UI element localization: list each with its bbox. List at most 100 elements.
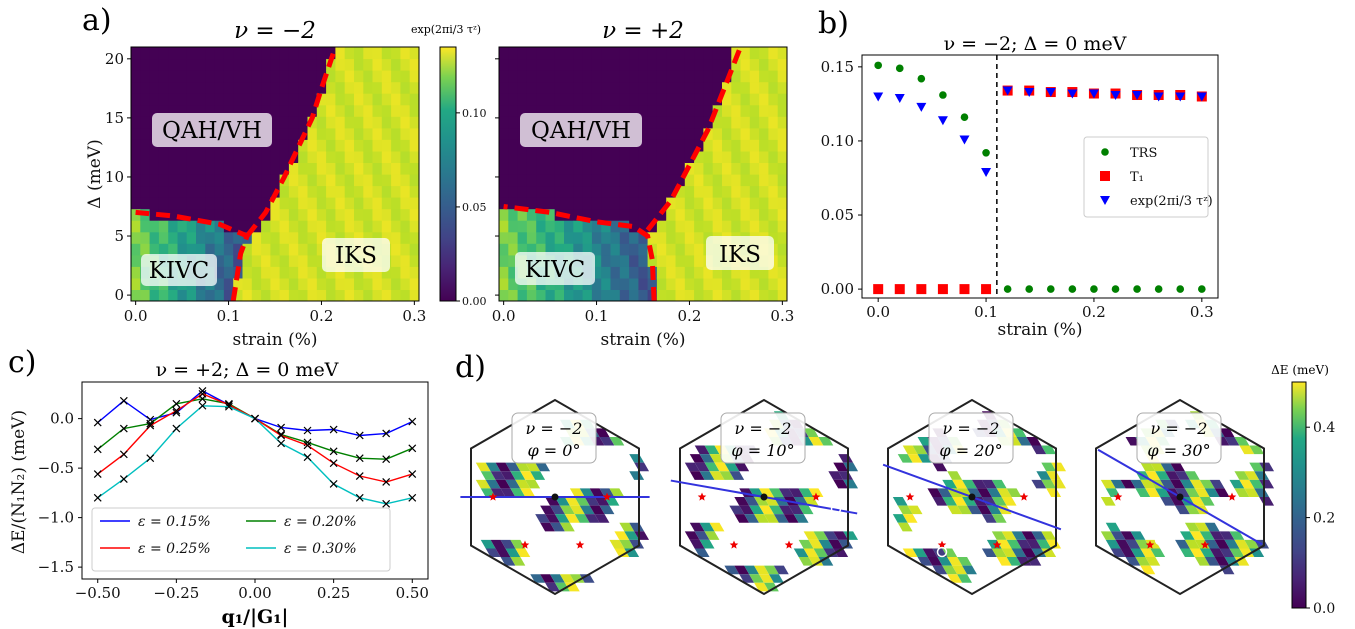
heatmap-cell (307, 58, 318, 71)
heatmap-cell (582, 70, 593, 83)
b-point (1068, 285, 1077, 293)
d-cell (599, 436, 615, 446)
d-cell (1041, 445, 1057, 455)
d-cell (1234, 436, 1250, 446)
c-point (93, 418, 102, 427)
heatmap-cell (582, 58, 593, 71)
heatmap-cell (326, 150, 336, 163)
d-cell (634, 462, 650, 472)
d-cell (624, 531, 640, 540)
heatmap-cell (214, 266, 225, 279)
d-cell (897, 505, 913, 515)
heatmap-cell (749, 116, 760, 129)
heatmap-cell (601, 150, 612, 163)
heatmap-cell (768, 127, 779, 140)
heatmap-cell (610, 254, 621, 267)
a-right-qah-label: QAH/VH (531, 118, 631, 144)
heatmap-cell (363, 47, 374, 60)
d-cell (1046, 488, 1062, 497)
heatmap-cell (316, 104, 327, 117)
d-cell (1204, 488, 1220, 497)
heatmap-cell (610, 231, 621, 244)
d-cell (764, 514, 779, 523)
heatmap-cell (740, 116, 751, 129)
d-cell (1145, 471, 1161, 480)
heatmap-cell (344, 47, 355, 60)
heatmap-cell (601, 58, 612, 71)
heatmap-cell (749, 174, 760, 187)
heatmap-cell (233, 231, 244, 244)
a-right-iks-box (706, 236, 774, 270)
heatmap-cell (731, 208, 742, 221)
d-annotation-nu: ν = −2 (943, 419, 1000, 438)
heatmap-cell (694, 93, 704, 106)
d-cell (942, 479, 958, 489)
heatmap-cell (196, 70, 206, 83)
heatmap-cell (186, 47, 197, 60)
d-cell (1031, 479, 1047, 489)
b-point (894, 284, 905, 295)
d-cell (808, 557, 824, 566)
heatmap-cell (591, 185, 602, 198)
heatmap-cell (712, 197, 723, 210)
heatmap-cell (196, 231, 206, 244)
heatmap-cell (722, 139, 732, 152)
heatmap-cell (131, 231, 141, 244)
d-cell (530, 574, 546, 583)
a-right-frame (498, 46, 788, 302)
d-hexagon-border (470, 398, 640, 596)
heatmap-cell (666, 139, 677, 152)
heatmap-cell (508, 150, 519, 163)
heatmap-cell (223, 243, 234, 256)
heatmap-cell (251, 254, 262, 267)
heatmap-cell (196, 81, 206, 94)
heatmap-cell (675, 277, 686, 290)
heatmap-cell (223, 185, 234, 198)
d-cell (1110, 531, 1126, 540)
heatmap-cell (499, 208, 509, 221)
heatmap-cell (684, 58, 695, 71)
heatmap-cell (601, 81, 612, 94)
heatmap-cell (694, 47, 704, 60)
heatmap-cell (131, 277, 141, 290)
heatmap-cell (335, 197, 346, 210)
c-point (408, 417, 417, 426)
heatmap-cell (582, 81, 593, 94)
d-cell (1184, 505, 1200, 515)
d-cell (1140, 479, 1156, 489)
heatmap-cell (694, 150, 704, 163)
heatmap-cell (740, 150, 751, 163)
heatmap-cell (591, 93, 602, 106)
heatmap-cell (344, 70, 355, 83)
heatmap-cell (261, 289, 271, 301)
heatmap-cell (251, 150, 262, 163)
heatmap-cell (610, 162, 621, 175)
heatmap-cell (168, 70, 179, 83)
c-series-line (97, 390, 413, 437)
c-legend-label: ε = 0.25% (138, 541, 211, 557)
heatmap-cell (288, 197, 299, 210)
d-cell (1130, 531, 1146, 540)
heatmap-cell (517, 162, 528, 175)
heatmap-cell (508, 197, 519, 210)
heatmap-cell (409, 220, 419, 233)
heatmap-cell (499, 174, 509, 187)
heatmap-cell (261, 174, 271, 187)
heatmap-cell (149, 70, 160, 83)
heatmap-cell (675, 116, 686, 129)
d-cell (1140, 548, 1156, 558)
heatmap-cell (149, 81, 160, 94)
heatmap-cell (619, 231, 630, 244)
heatmap-cell (545, 289, 556, 301)
b-ytick-label: 0.05 (821, 206, 854, 224)
b-point (895, 64, 904, 73)
d-cell (1239, 548, 1255, 558)
heatmap-cell (400, 266, 411, 279)
heatmap-cell (196, 150, 206, 163)
d-inset-0: ν = −2φ = 0° (460, 398, 650, 596)
d-cell (967, 505, 982, 515)
heatmap-cell (759, 220, 769, 233)
heatmap-cell (601, 254, 612, 267)
d-cell (1011, 428, 1027, 437)
a-right-qah-box (520, 113, 642, 147)
